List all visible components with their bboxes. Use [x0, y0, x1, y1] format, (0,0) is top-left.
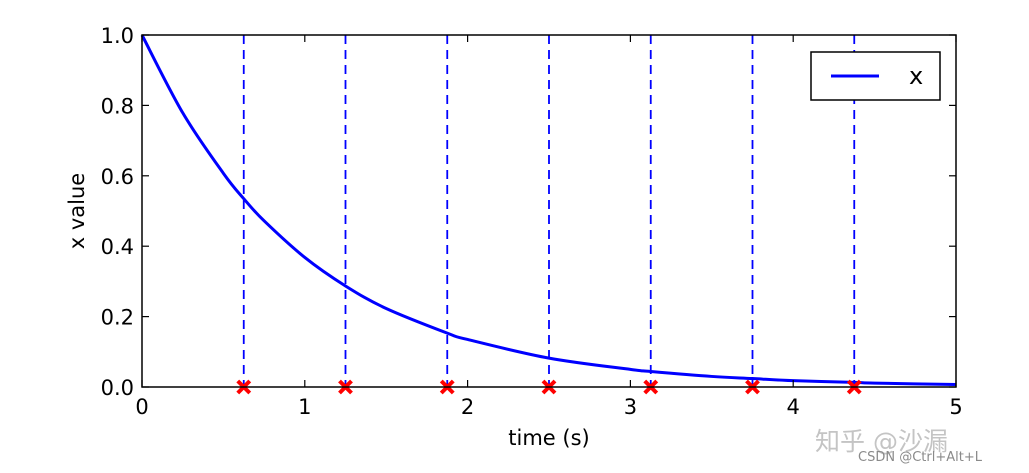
y-tick-label: 0.2	[101, 306, 134, 330]
x-axis-label: time (s)	[508, 426, 589, 450]
x-tick-label: 2	[461, 395, 474, 419]
plot-frame	[141, 34, 957, 388]
y-tick-label: 1.0	[101, 24, 134, 48]
x-tick-label: 4	[787, 395, 800, 419]
watermark-zhihu: 知乎 @沙漏	[815, 427, 948, 456]
watermark-csdn: CSDN @Ctrl+Alt+L	[858, 450, 982, 465]
y-axis-label: x value	[65, 173, 89, 249]
tick-layer: 0 1 2 3 4 5 0.0 0.2 0.4 0.6 0.8 1.0	[101, 24, 963, 419]
y-tick-label: 0.6	[101, 165, 134, 189]
y-tick-label: 0.4	[101, 235, 134, 259]
x-tick-label: 3	[624, 395, 637, 419]
legend: x	[810, 51, 941, 101]
x-tick-label: 1	[298, 395, 311, 419]
x-tick-label: 0	[135, 395, 148, 419]
vertical-dashed-lines	[242, 35, 856, 387]
y-tick-label: 0.0	[101, 376, 134, 400]
x-tick-label: 5	[949, 395, 962, 419]
legend-label: x	[909, 62, 923, 90]
y-tick-label: 0.8	[101, 94, 134, 118]
